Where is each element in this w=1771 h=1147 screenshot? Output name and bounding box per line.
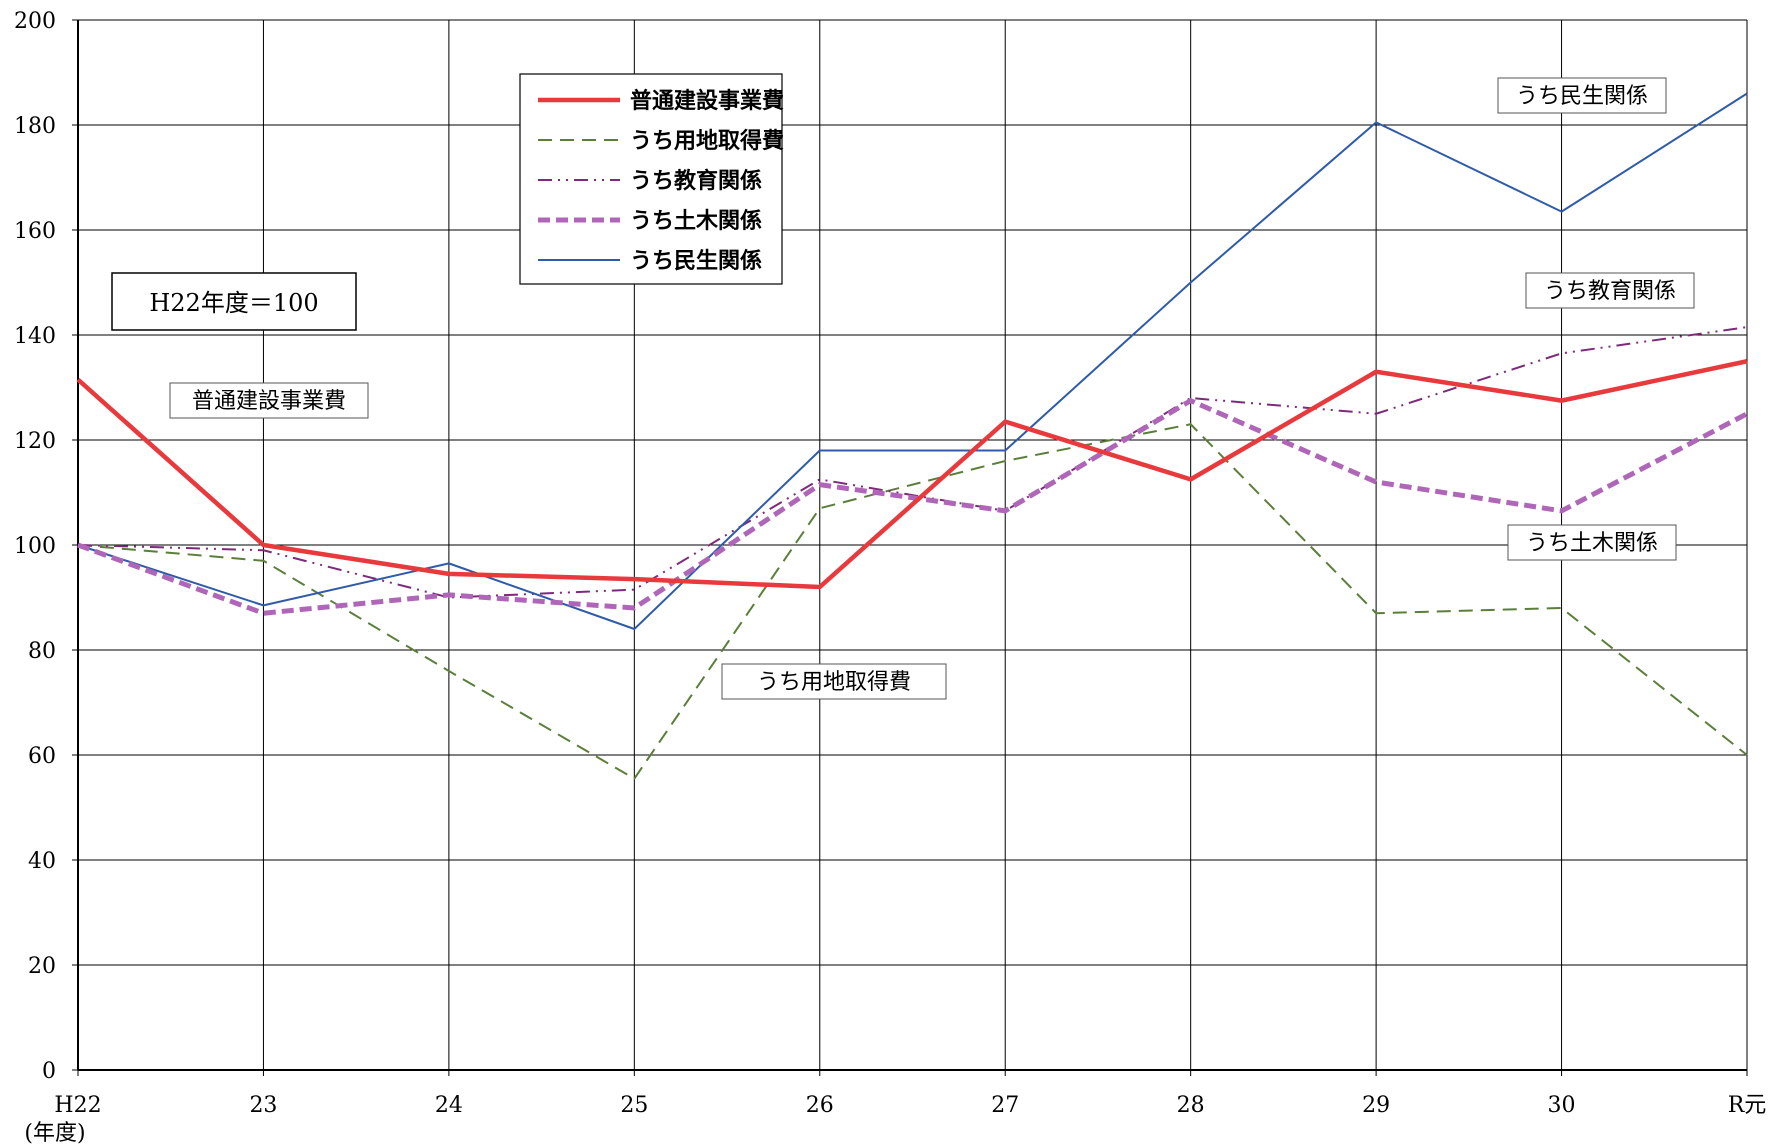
legend-label-2: うち教育関係 <box>630 168 762 194</box>
y-tick-label: 180 <box>14 114 56 139</box>
x-tick-label: 30 <box>1548 1093 1576 1118</box>
legend-label-0: 普通建設事業費 <box>630 88 784 114</box>
x-tick-label: 25 <box>620 1093 648 1118</box>
annotation-yochi-text: うち用地取得費 <box>757 670 911 695</box>
y-tick-label: 120 <box>14 429 56 454</box>
x-axis-label: (年度) <box>24 1121 85 1146</box>
grid-lines <box>77 19 1748 1071</box>
legend-box <box>519 73 783 285</box>
y-tick-label: 160 <box>14 219 56 244</box>
y-tick-label: 100 <box>14 534 56 559</box>
series-line-3 <box>77 398 1749 616</box>
series-line-2 <box>77 326 1748 599</box>
annotation-kyoiku: うち教育関係 <box>1525 272 1695 309</box>
series-line-4 <box>77 92 1748 630</box>
annotation-base: H22年度＝100 <box>111 272 357 331</box>
y-tick-label: 140 <box>14 324 56 349</box>
legend-label-3: うち土木関係 <box>630 209 762 234</box>
annotation-base-text: H22年度＝100 <box>149 289 318 317</box>
annotation-kyoiku-box <box>1525 272 1695 309</box>
annotation-yochi: うち用地取得費 <box>721 663 947 700</box>
y-tick-label: 0 <box>42 1059 56 1084</box>
annotation-futsu-box <box>169 382 369 419</box>
annotation-minsei-text: うち民生関係 <box>1516 84 1648 109</box>
y-axis-ticks: 0 20 40 60 80 100 120 140 160 180 200 <box>14 9 78 1084</box>
x-tick-label: 24 <box>435 1093 463 1118</box>
x-tick-label: R元 <box>1728 1093 1767 1118</box>
x-tick-label: 28 <box>1177 1093 1205 1118</box>
annotation-doboku-text: うち土木関係 <box>1526 531 1658 556</box>
y-tick-label: 200 <box>14 9 56 34</box>
y-tick-label: 20 <box>28 954 56 979</box>
x-tick-label: 23 <box>249 1093 277 1118</box>
annotation-doboku-box <box>1507 524 1677 561</box>
annotation-minsei: うち民生関係 <box>1497 77 1667 114</box>
y-tick-label: 80 <box>28 639 56 664</box>
x-axis-ticks: H22 23 24 25 26 27 28 29 30 R元 <box>54 1070 1766 1118</box>
annotation-yochi-box <box>721 663 947 700</box>
annotation-futsu-text: 普通建設事業費 <box>192 389 346 414</box>
y-tick-label: 40 <box>28 849 56 874</box>
series-layer <box>76 92 1749 780</box>
x-tick-label: 26 <box>806 1093 834 1118</box>
annotation-kyoiku-text: うち教育関係 <box>1544 279 1676 304</box>
y-tick-label: 60 <box>28 744 56 769</box>
series-line-1 <box>77 423 1748 780</box>
annotation-futsu: 普通建設事業費 <box>169 382 369 419</box>
x-tick-label: 29 <box>1362 1093 1390 1118</box>
x-tick-label: H22 <box>54 1093 101 1118</box>
legend-label-4: うち民生関係 <box>630 249 762 274</box>
series-line-0 <box>76 359 1748 590</box>
annotation-minsei-box <box>1497 77 1667 114</box>
annotation-base-box <box>111 272 357 331</box>
x-tick-label: 27 <box>991 1093 1019 1118</box>
annotation-doboku: うち土木関係 <box>1507 524 1677 561</box>
legend-label-1: うち用地取得費 <box>630 128 784 154</box>
